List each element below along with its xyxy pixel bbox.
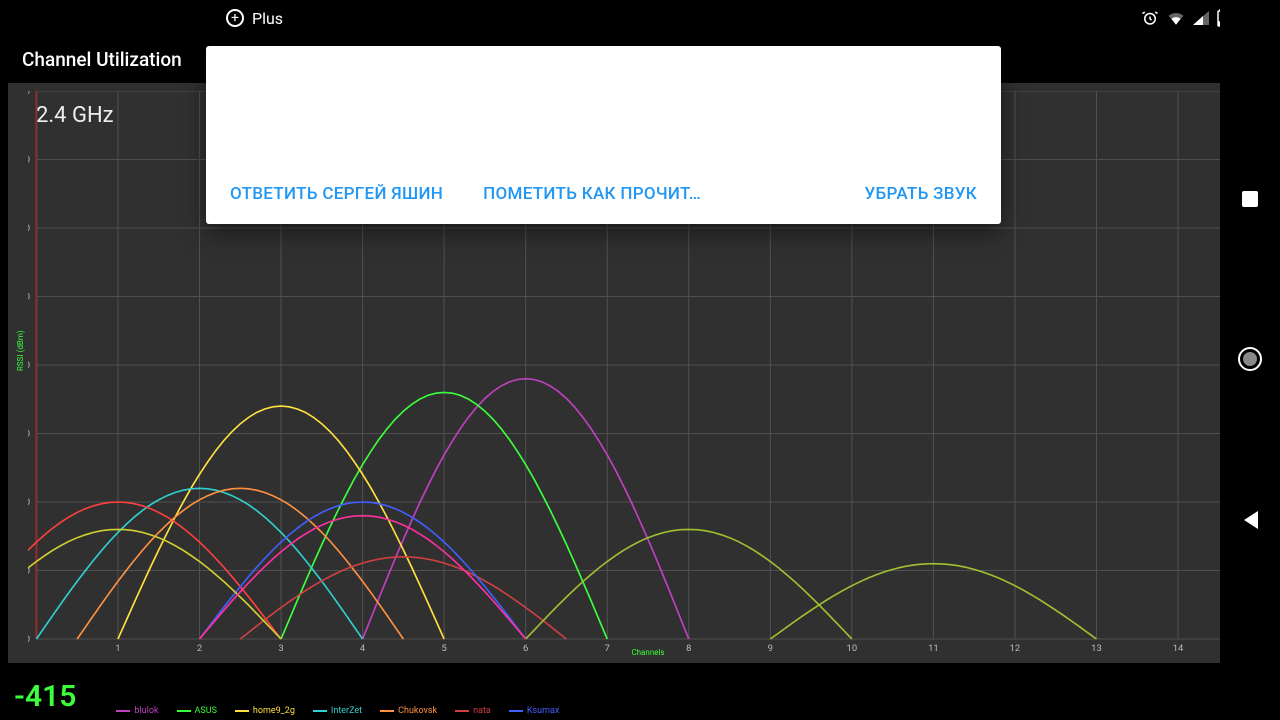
- legend-swatch: [455, 710, 469, 712]
- svg-text:13: 13: [1091, 643, 1102, 654]
- legend-label: Ksumax: [527, 706, 560, 716]
- svg-text:-30: -30: [28, 155, 30, 166]
- nav-back-button[interactable]: [1240, 509, 1260, 531]
- svg-text:9: 9: [768, 643, 773, 654]
- svg-text:5: 5: [441, 643, 446, 654]
- svg-text:8: 8: [686, 643, 691, 654]
- svg-text:11: 11: [928, 643, 939, 654]
- svg-text:4: 4: [360, 643, 365, 654]
- legend: blulok ASUS home9_2g InterZet Chukovsk nata Ks…: [116, 706, 559, 716]
- legend-item: nata: [455, 706, 491, 716]
- legend-label: blulok: [134, 706, 158, 716]
- svg-text:3: 3: [278, 643, 283, 654]
- legend-label: Chukovsk: [398, 706, 437, 716]
- legend-label: nata: [473, 706, 491, 716]
- legend-item: home9_2g: [235, 706, 295, 716]
- svg-text:2: 2: [197, 643, 202, 654]
- x-axis-label: Channels: [631, 648, 664, 657]
- svg-text:-20: -20: [28, 91, 30, 97]
- svg-text:14: 14: [1173, 643, 1184, 654]
- svg-text:-70: -70: [28, 429, 30, 440]
- big-number-readout: -415: [14, 679, 76, 714]
- legend-swatch: [313, 710, 327, 712]
- status-left-group: + Plus: [226, 9, 283, 28]
- alarm-icon: [1141, 9, 1159, 27]
- legend-item: Chukovsk: [380, 706, 437, 716]
- wifi-icon: [1167, 11, 1185, 25]
- notification-actions: ОТВЕТИТЬ СЕРГЕЙ ЯШИН ПОМЕТИТЬ КАК ПРОЧИТ…: [206, 168, 1001, 224]
- svg-text:12: 12: [1010, 643, 1021, 654]
- legend-label: home9_2g: [253, 706, 295, 716]
- android-nav-rail: [1220, 0, 1280, 720]
- notif-reply-button[interactable]: ОТВЕТИТЬ СЕРГЕЙ ЯШИН: [230, 184, 443, 204]
- legend-swatch: [116, 710, 130, 712]
- legend-swatch: [235, 710, 249, 712]
- notif-mute-button[interactable]: УБРАТЬ ЗВУК: [865, 184, 977, 204]
- svg-text:-80: -80: [28, 497, 30, 508]
- legend-item: Ksumax: [509, 706, 560, 716]
- svg-text:-100: -100: [28, 634, 30, 645]
- legend-item: InterZet: [313, 706, 362, 716]
- nav-recent-button[interactable]: [1240, 189, 1260, 209]
- notification-popup: ОТВЕТИТЬ СЕРГЕЙ ЯШИН ПОМЕТИТЬ КАК ПРОЧИТ…: [206, 46, 1001, 224]
- nav-home-button[interactable]: [1237, 346, 1263, 372]
- notification-body: [206, 46, 1001, 168]
- plus-label: Plus: [252, 9, 283, 28]
- svg-text:10: 10: [847, 643, 858, 654]
- plus-circle-icon: +: [226, 9, 244, 27]
- y-axis-label: RSSI (dBm): [16, 330, 25, 371]
- svg-text:-50: -50: [28, 292, 30, 303]
- legend-swatch: [509, 710, 523, 712]
- legend-item: blulok: [116, 706, 158, 716]
- svg-text:-60: -60: [28, 360, 30, 371]
- legend-swatch: [380, 710, 394, 712]
- svg-text:7: 7: [605, 643, 610, 654]
- notif-mark-read-button[interactable]: ПОМЕТИТЬ КАК ПРОЧИТ…: [483, 184, 701, 204]
- legend-label: ASUS: [195, 706, 217, 716]
- svg-text:6: 6: [523, 643, 528, 654]
- svg-text:-40: -40: [28, 223, 30, 234]
- legend-swatch: [177, 710, 191, 712]
- legend-item: ASUS: [177, 706, 217, 716]
- signal-icon: [1193, 11, 1209, 25]
- svg-text:1: 1: [115, 643, 120, 654]
- android-status-bar: + Plus 25 %: [0, 0, 1280, 36]
- legend-label: InterZet: [331, 706, 362, 716]
- bottom-row: -415 blulok ASUS home9_2g InterZet Chukovsk n…: [8, 679, 1272, 720]
